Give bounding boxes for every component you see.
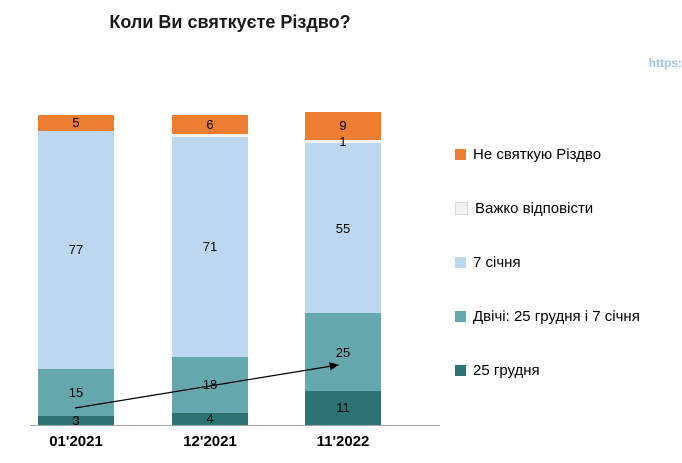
legend-label: Двічі: 25 грудня і 7 січня xyxy=(473,308,640,325)
bar-segment: 18 xyxy=(172,356,248,413)
chart-legend: Не святкую Різдво Важко відповісти 7 січня… xyxy=(455,146,640,379)
segment-value-label: 77 xyxy=(68,242,84,258)
legend-label: 7 січня xyxy=(473,254,521,271)
stacked-bar: 4 18 71 6 xyxy=(172,115,248,425)
legend-item: Не святкую Різдво xyxy=(455,146,640,163)
legend-item: 25 грудня xyxy=(455,362,640,379)
bar-segment: 25 xyxy=(305,313,381,391)
segment-value-label: 4 xyxy=(206,411,214,427)
bar-segment: 71 xyxy=(172,136,248,357)
legend-label: 25 грудня xyxy=(473,362,540,379)
segment-value-label: 71 xyxy=(202,239,218,255)
bar-segment: 1 xyxy=(305,135,381,148)
segment-value-label: 25 xyxy=(335,344,351,360)
stacked-bar: 3 15 77 5 xyxy=(38,115,114,428)
legend-item: Важко відповісти xyxy=(455,200,640,217)
legend-swatch xyxy=(455,365,466,376)
legend-label: Не святкую Різдво xyxy=(473,146,602,163)
x-axis-label: 11'2022 xyxy=(316,433,370,450)
bar-segment: 6 xyxy=(172,115,248,134)
plot-area: 3 15 77 5 01'2021 4 18 71 6 12'2021 11 25 55 1 9 11'202… xyxy=(30,111,440,450)
bar-segment: 15 xyxy=(38,369,114,416)
x-axis-label: 01'2021 xyxy=(49,433,103,450)
segment-value-label: 55 xyxy=(335,220,351,236)
segment-value-label: 3 xyxy=(72,412,80,428)
segment-value-label: 5 xyxy=(72,115,80,131)
segment-value-label: 9 xyxy=(339,118,347,134)
bar-segment xyxy=(172,133,248,137)
legend-item: 7 січня xyxy=(455,254,640,271)
legend-swatch xyxy=(455,149,466,160)
segment-value-label: 15 xyxy=(68,384,84,400)
bar-segment: 11 xyxy=(305,390,381,425)
bar-segment: 4 xyxy=(172,411,248,427)
legend-item: Двічі: 25 грудня і 7 січня xyxy=(455,308,640,325)
legend-swatch xyxy=(455,257,466,268)
bar-segment: 55 xyxy=(305,142,381,314)
segment-value-label: 1 xyxy=(339,133,347,149)
segment-value-label: 11 xyxy=(336,400,350,416)
bar-segment: 9 xyxy=(305,111,381,140)
chart-title: Коли Ви святкуєте Різдво? xyxy=(109,12,351,32)
segment-value-label: 6 xyxy=(206,116,214,132)
url-watermark: https: xyxy=(648,56,682,70)
bar-segment: 77 xyxy=(38,130,114,370)
legend-label: Важко відповісти xyxy=(475,200,594,217)
segment-value-label: 18 xyxy=(202,377,218,393)
legend-swatch xyxy=(455,202,468,215)
stacked-bar: 11 25 55 1 9 xyxy=(305,111,381,425)
legend-swatch xyxy=(455,311,466,322)
bar-segment: 3 xyxy=(38,412,114,428)
x-axis-label: 12'2021 xyxy=(183,433,237,450)
bar-segment: 5 xyxy=(38,115,114,131)
